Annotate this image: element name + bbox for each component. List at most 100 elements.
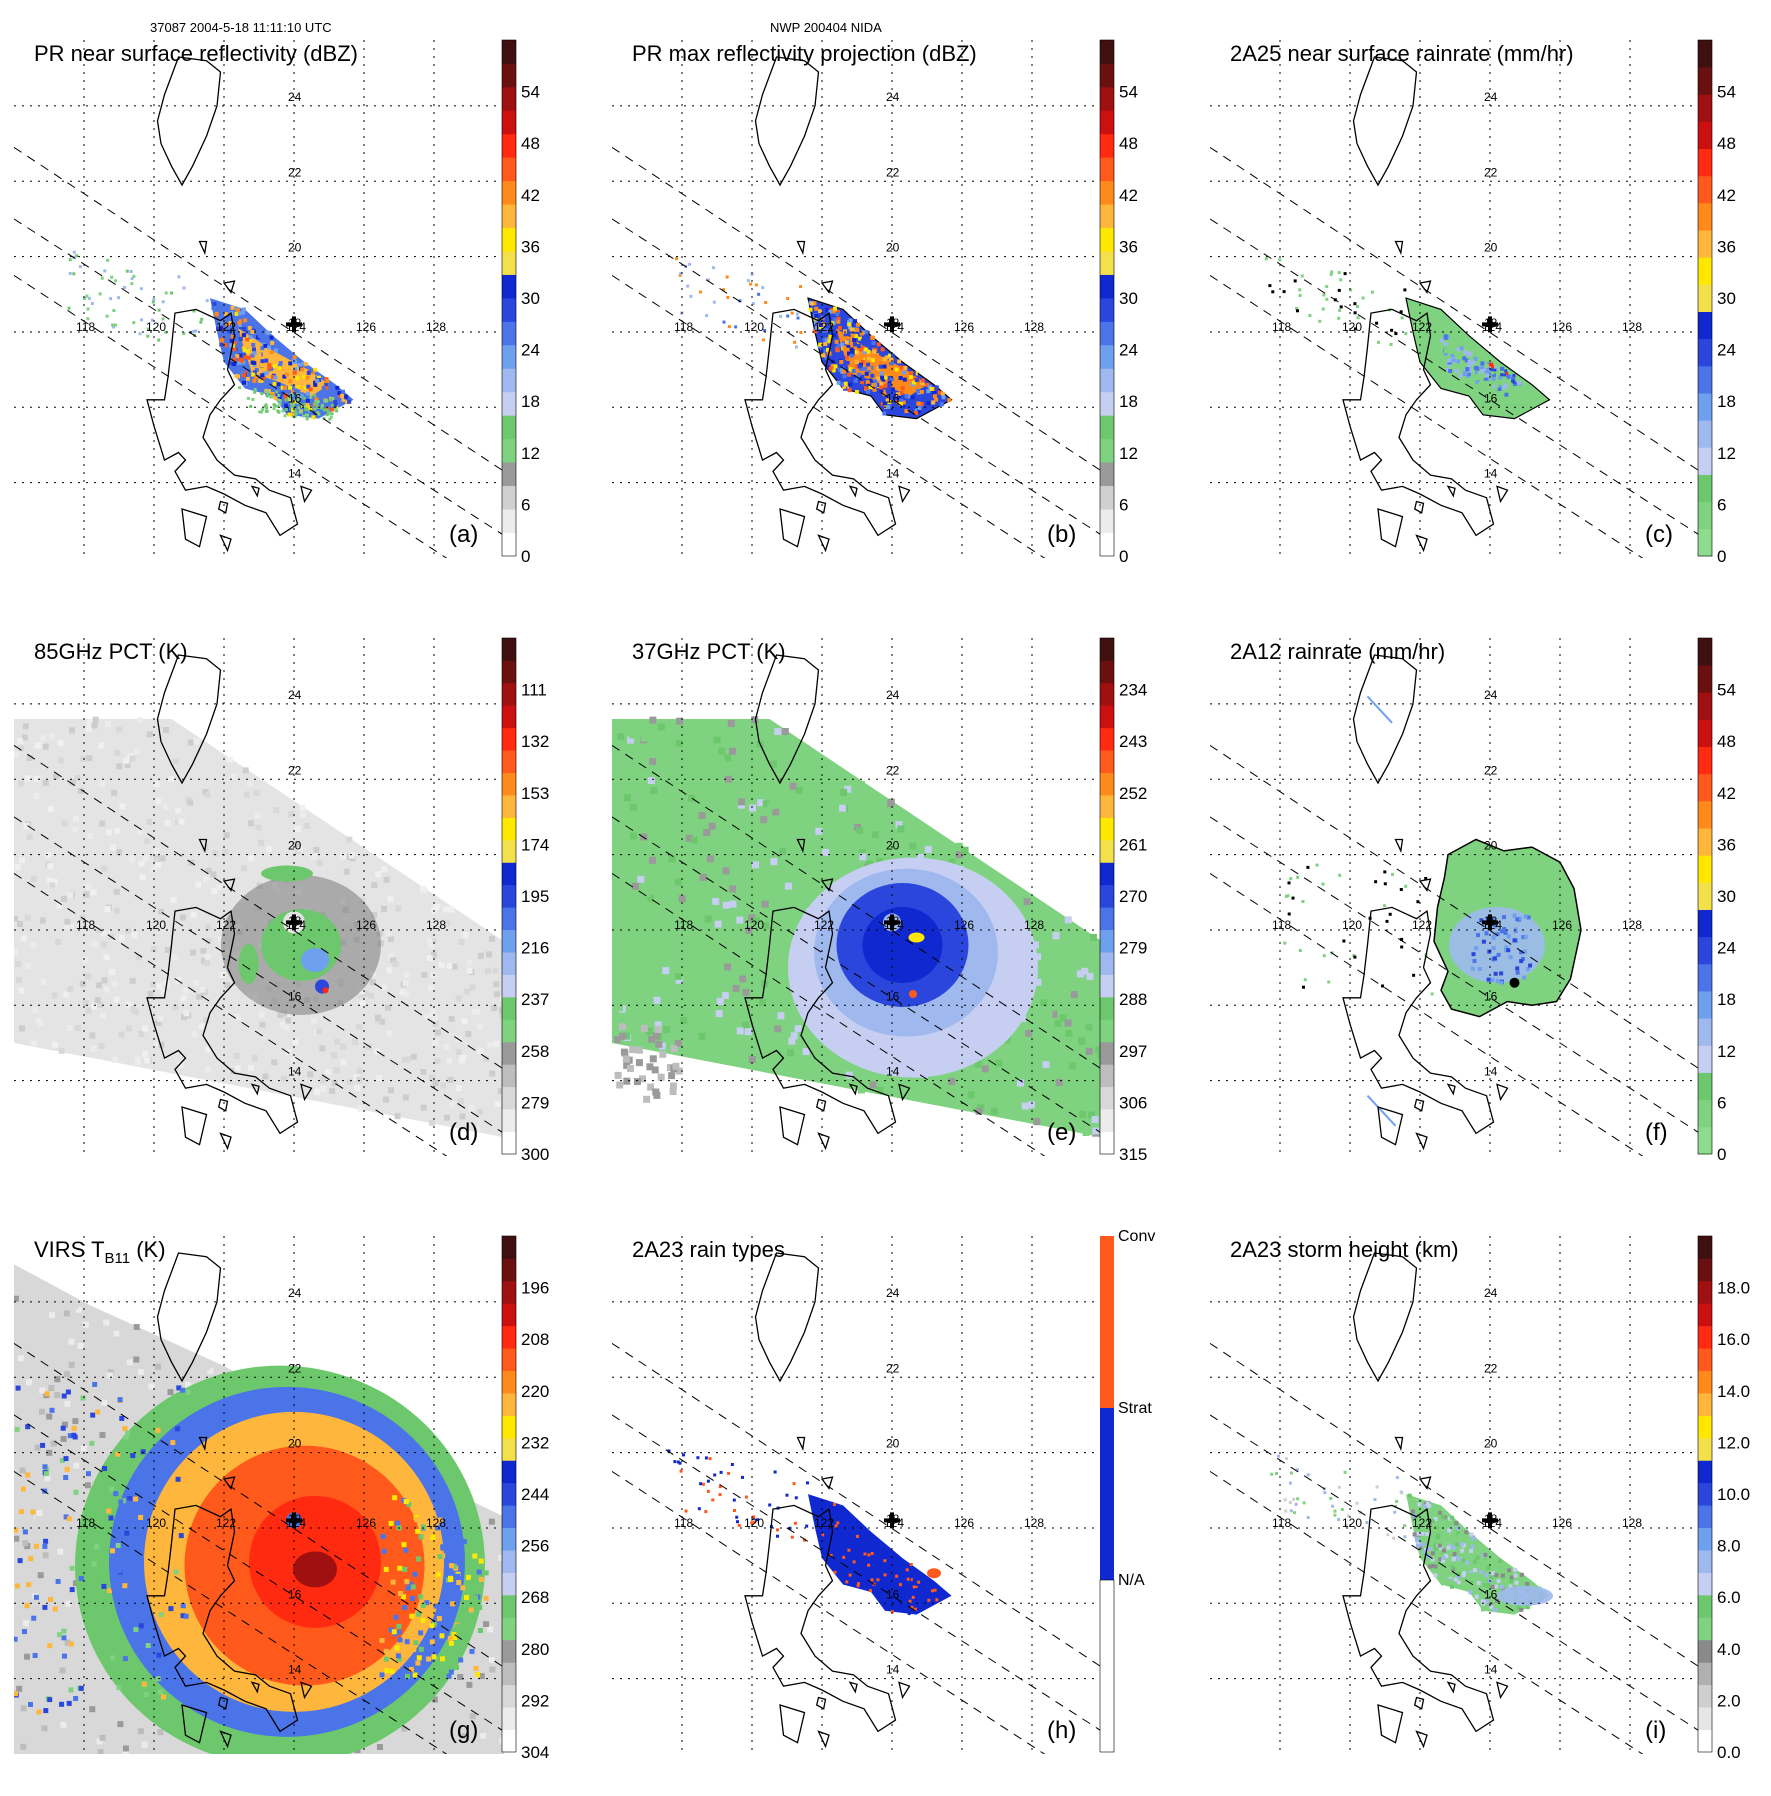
coastline: [754, 654, 820, 785]
tb-pixel: [248, 855, 255, 862]
echo-pixel: [898, 376, 903, 380]
tb-pixel: [724, 754, 732, 762]
echo-pixel: [813, 329, 818, 334]
echo-speckle: [161, 300, 165, 304]
echo-pixel: [846, 347, 851, 352]
rain-type-pixel: [794, 1496, 798, 1500]
longitude-label: 118: [76, 320, 95, 334]
echo-pixel: [884, 355, 889, 360]
tb-pixel: [63, 923, 70, 930]
tb-pixel: [15, 1385, 21, 1391]
tb-pixel: [424, 1600, 430, 1606]
latitude-label: 24: [288, 1286, 302, 1300]
echo-pixel: [317, 375, 321, 380]
tb-pixel: [158, 1612, 164, 1618]
tb-pixel: [106, 829, 112, 836]
tb-pixel: [388, 1087, 394, 1094]
storm-center-icon: [884, 316, 900, 333]
echo-pixel: [836, 316, 841, 321]
tb-pixel: [91, 940, 98, 947]
echo-pixel: [313, 380, 318, 385]
echo-speckle: [150, 318, 154, 322]
tb-pixel: [22, 1529, 28, 1535]
panel-title: 2A23 storm height (km): [1230, 1237, 1459, 1262]
tb-pixel: [119, 1415, 125, 1421]
tb-pixel: [78, 1576, 84, 1581]
tb-pixel: [78, 1685, 84, 1691]
tb-pixel: [30, 1509, 36, 1515]
light-echo-pixel: [333, 407, 337, 411]
echo-pixel: [277, 377, 282, 382]
map-overlay: [1210, 40, 1700, 558]
tb-pixel: [386, 1030, 393, 1037]
tb-pixel: [426, 955, 433, 962]
height-pixel: [1456, 1571, 1461, 1576]
tb-pixel: [752, 917, 760, 924]
rain-type-pixel: [890, 1610, 894, 1614]
tb-pixel: [448, 1016, 455, 1022]
tb-pixel: [729, 885, 737, 893]
height-pixel: [1489, 1575, 1494, 1579]
echo-pixel: [899, 365, 904, 370]
height-pixel: [1486, 1566, 1491, 1571]
colorbar-segment: [502, 952, 516, 975]
tb-pixel: [788, 1062, 796, 1070]
echo-pixel: [860, 381, 864, 386]
rain-type-pixel: [914, 1585, 918, 1589]
tb-pixel: [96, 1738, 103, 1745]
rain-speckle: [1295, 307, 1299, 310]
tb-pixel: [498, 1007, 504, 1014]
tb-pixel: [103, 986, 110, 993]
tb-pixel: [173, 1569, 179, 1575]
tb-pixel: [418, 1630, 424, 1636]
longitude-label: 126: [954, 918, 974, 932]
colorbar-tick-label: 54: [1717, 83, 1736, 102]
height-pixel: [1496, 1579, 1501, 1584]
colorbar-segment: [1698, 148, 1712, 177]
tb-pixel: [125, 927, 131, 934]
tb-pixel: [122, 1583, 128, 1589]
tb-pixel: [14, 915, 18, 922]
rain-speckle: [1338, 308, 1342, 312]
rain-type-pixel: [679, 1469, 683, 1473]
echo-pixel: [266, 330, 271, 335]
tb-pixel: [248, 820, 255, 827]
tb-pixel: [428, 1074, 435, 1081]
panel-letter: (c): [1645, 521, 1673, 548]
echo-pixel: [879, 388, 884, 393]
colorbar-segment: [1698, 1662, 1712, 1686]
tb-pixel: [25, 1379, 32, 1386]
coastline: [796, 1436, 806, 1452]
height-pixel: [1450, 1528, 1455, 1532]
latitude-label: 14: [1484, 467, 1498, 481]
tb-pixel: [416, 1611, 422, 1617]
height-pixel: [1433, 1564, 1438, 1569]
echo-pixel: [861, 345, 866, 350]
rain-type-pixel: [848, 1573, 852, 1577]
tb-pixel: [45, 852, 52, 858]
echo-pixel: [875, 353, 880, 357]
tb-pixel: [144, 838, 151, 844]
echo-pixel: [832, 309, 837, 314]
tb-pixel: [24, 1603, 30, 1609]
echo-pixel: [880, 375, 885, 380]
swath-edge-line: [14, 275, 448, 558]
tb-pixel: [648, 856, 656, 864]
tb-pixel: [331, 1052, 338, 1059]
tb-pixel: [1003, 881, 1011, 889]
tb-pixel: [352, 1039, 359, 1046]
tb-pixel: [396, 1656, 402, 1662]
rain-type-pixel: [885, 1581, 889, 1585]
latitude-label: 20: [1484, 839, 1498, 853]
tb-pixel: [28, 1702, 33, 1707]
longitude-label: 128: [426, 918, 446, 932]
tb-pixel: [839, 804, 846, 812]
tb-pixel: [714, 920, 722, 928]
coastline: [1415, 534, 1428, 553]
rain-pixel: [1519, 959, 1524, 964]
rain-pixel: [1481, 376, 1486, 381]
echo-pixel: [877, 383, 882, 387]
tb-pixel: [65, 1600, 72, 1607]
tb-pixel: [678, 895, 686, 903]
height-pixel: [1441, 1558, 1446, 1563]
